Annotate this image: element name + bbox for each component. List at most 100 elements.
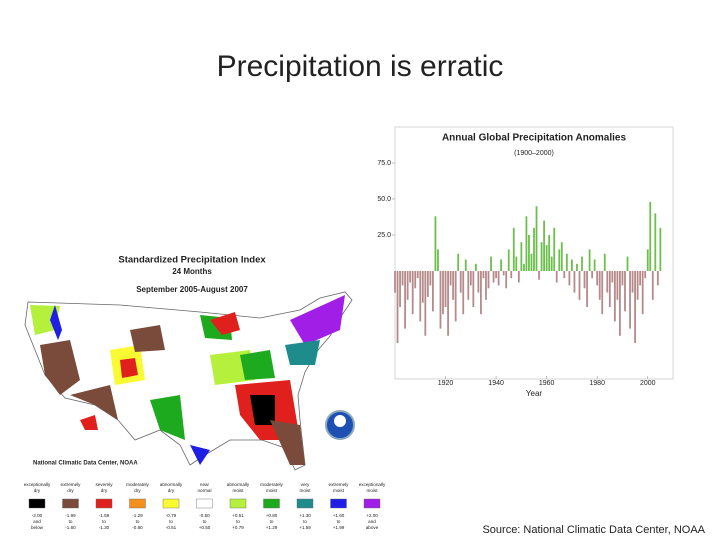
bar bbox=[651, 271, 654, 300]
map-title: Standardized Precipitation Index bbox=[118, 255, 266, 266]
bar bbox=[540, 242, 543, 271]
bar bbox=[548, 235, 551, 271]
bar bbox=[555, 271, 558, 283]
legend-range: -2.00 and below bbox=[31, 513, 44, 530]
bar bbox=[525, 216, 528, 271]
bar bbox=[477, 271, 480, 293]
bar bbox=[606, 271, 609, 293]
legend-swatch bbox=[62, 498, 79, 509]
bar bbox=[457, 253, 460, 271]
legend-name: exceptionally dry bbox=[24, 482, 51, 493]
legend-name: very moist bbox=[300, 482, 312, 493]
bar bbox=[487, 271, 490, 289]
x-tick-label: 2000 bbox=[640, 380, 656, 387]
bar bbox=[517, 271, 520, 283]
bar bbox=[419, 271, 422, 322]
legend-name: moderately dry bbox=[126, 482, 149, 493]
bar bbox=[469, 271, 472, 286]
bar bbox=[533, 227, 535, 271]
bar bbox=[583, 271, 586, 289]
bar bbox=[394, 271, 396, 293]
bar bbox=[591, 271, 594, 279]
bar bbox=[646, 249, 649, 271]
bar bbox=[444, 271, 447, 307]
map-credit: National Climatic Data Center, NOAA bbox=[33, 461, 138, 467]
bar bbox=[568, 271, 571, 286]
bar bbox=[452, 271, 455, 300]
bar bbox=[613, 271, 616, 322]
legend-range: -1.59 to -1.30 bbox=[99, 513, 110, 530]
legend-swatch bbox=[129, 498, 146, 509]
bar bbox=[571, 259, 573, 271]
bar bbox=[421, 271, 424, 303]
bar bbox=[608, 271, 611, 307]
legend-range: +2.00 and above bbox=[366, 513, 379, 530]
bar bbox=[634, 271, 636, 343]
bar bbox=[505, 271, 508, 289]
bar bbox=[596, 271, 599, 286]
bar bbox=[601, 271, 604, 315]
bar bbox=[624, 271, 626, 312]
bar bbox=[649, 201, 652, 271]
legend-swatch bbox=[196, 498, 213, 509]
legend-range: +1.60 to +1.99 bbox=[333, 513, 345, 530]
bar bbox=[467, 271, 470, 300]
bar bbox=[409, 271, 412, 283]
bar bbox=[512, 227, 515, 271]
bar bbox=[603, 253, 606, 271]
bar bbox=[442, 271, 444, 315]
bar bbox=[429, 271, 432, 286]
bar bbox=[502, 271, 505, 276]
bar bbox=[593, 259, 596, 271]
plot-frame bbox=[394, 126, 674, 380]
bar bbox=[639, 271, 642, 286]
x-tick-label: 1960 bbox=[539, 380, 555, 387]
bar bbox=[619, 271, 621, 336]
bar bbox=[414, 271, 417, 289]
bar bbox=[626, 256, 629, 271]
bar bbox=[406, 271, 409, 300]
bar bbox=[404, 271, 407, 329]
bar bbox=[426, 271, 429, 297]
bar bbox=[474, 263, 477, 271]
bar bbox=[611, 271, 614, 283]
bar bbox=[621, 271, 624, 286]
bar bbox=[459, 271, 462, 293]
bar bbox=[411, 271, 414, 315]
x-tick-label: 1920 bbox=[438, 380, 454, 387]
bar bbox=[629, 271, 631, 329]
bar bbox=[500, 259, 503, 271]
bar bbox=[659, 227, 662, 271]
bar bbox=[495, 271, 497, 279]
bar bbox=[482, 271, 485, 279]
bar bbox=[560, 242, 563, 271]
legend-name: abnormally dry bbox=[160, 482, 183, 493]
bar bbox=[485, 271, 487, 300]
legend-swatch bbox=[162, 498, 180, 509]
bar bbox=[432, 271, 434, 312]
bar bbox=[520, 242, 523, 271]
bar bbox=[515, 256, 518, 271]
bar bbox=[538, 271, 540, 280]
bar bbox=[598, 271, 601, 300]
bar bbox=[522, 263, 525, 271]
legend-swatch bbox=[28, 498, 46, 509]
bar bbox=[586, 271, 588, 307]
legend-swatch bbox=[363, 498, 381, 509]
bar bbox=[462, 271, 465, 315]
bar bbox=[528, 235, 530, 271]
x-tick-label: 1940 bbox=[488, 380, 504, 387]
y-tick-label: 75.0 bbox=[377, 160, 391, 167]
legend-range: -1.29 to -0.80 bbox=[132, 513, 143, 530]
bar bbox=[543, 220, 546, 271]
chart-subtitle: (1900–2000) bbox=[514, 150, 554, 157]
bar bbox=[507, 249, 510, 271]
bar bbox=[588, 249, 591, 271]
bar bbox=[641, 271, 644, 315]
legend-swatch bbox=[229, 498, 247, 509]
bar bbox=[437, 249, 439, 271]
legend-name: exceptionally moist bbox=[359, 482, 386, 493]
bar bbox=[631, 271, 634, 293]
bar bbox=[535, 206, 538, 271]
